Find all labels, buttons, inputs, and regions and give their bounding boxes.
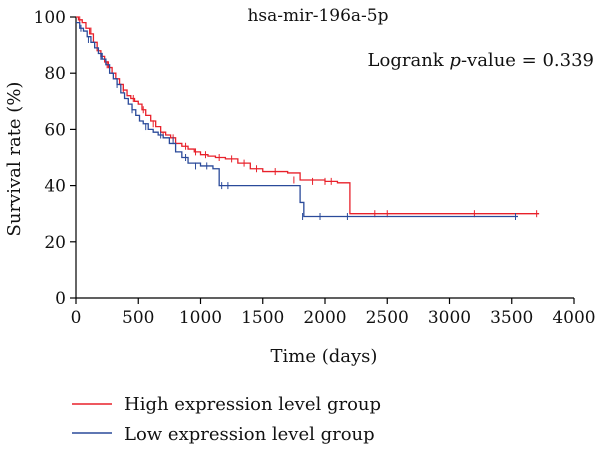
series-high — [76, 16, 540, 218]
survival-curve — [76, 16, 540, 215]
legend-label-low: Low expression level group — [124, 424, 375, 445]
x-tick-label: 1000 — [179, 308, 222, 328]
y-tick-label: 40 — [44, 177, 66, 197]
y-tick-label: 20 — [44, 233, 66, 253]
chart-title: hsa-mir-196a-5p — [247, 6, 388, 26]
x-tick-label: 2000 — [303, 308, 346, 328]
x-tick-label: 0 — [71, 308, 82, 328]
x-tick-label: 4000 — [552, 308, 595, 328]
x-tick-label: 3000 — [428, 308, 471, 328]
legend: High expression level group Low expressi… — [72, 394, 381, 445]
x-tick-label: 500 — [122, 308, 154, 328]
x-tick-label: 1500 — [241, 308, 284, 328]
y-tick-label: 80 — [44, 64, 66, 84]
logrank-annotation: Logrank p-value = 0.339 — [368, 50, 594, 71]
y-tick-label: 60 — [44, 120, 66, 140]
x-tick-label: 3500 — [490, 308, 533, 328]
survival-curve — [76, 21, 518, 218]
legend-label-high: High expression level group — [124, 394, 381, 415]
series-layer — [76, 16, 540, 221]
y-tick-label: 0 — [55, 289, 66, 309]
x-tick-label: 2500 — [366, 308, 409, 328]
y-axis-label: Survival rate (%) — [4, 82, 25, 237]
series-low — [76, 21, 518, 221]
x-axis-label: Time (days) — [271, 346, 378, 367]
y-tick-label: 100 — [34, 8, 66, 28]
